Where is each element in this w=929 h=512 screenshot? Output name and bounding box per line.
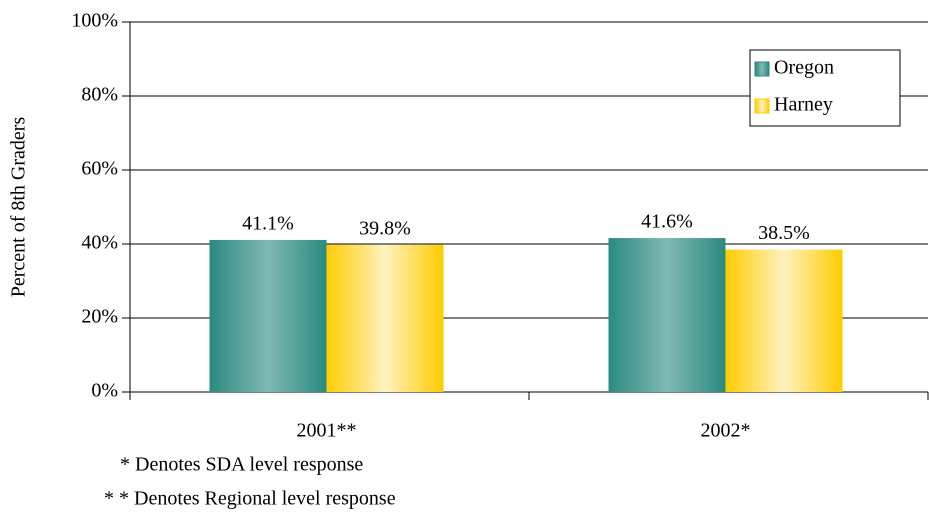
legend-label: Oregon xyxy=(774,57,834,79)
legend-box xyxy=(749,49,901,127)
y-tick-label: 60% xyxy=(81,158,118,180)
y-tick-label: 80% xyxy=(81,84,118,106)
y-tick-label: 100% xyxy=(71,10,118,32)
x-tick-label: 2001** xyxy=(297,420,357,442)
value-label: 41.6% xyxy=(641,211,693,233)
y-tick-label: 40% xyxy=(81,232,118,254)
legend-swatch xyxy=(754,98,770,114)
bar xyxy=(326,244,444,392)
legend-swatch xyxy=(754,61,770,77)
legend-label: Harney xyxy=(774,94,833,116)
footnote: * * Denotes Regional level response xyxy=(104,488,396,510)
bar xyxy=(209,239,327,392)
value-label: 38.5% xyxy=(758,222,810,244)
value-label: 41.1% xyxy=(242,213,294,235)
y-tick-label: 0% xyxy=(91,380,118,402)
bar xyxy=(725,249,843,392)
y-tick-label: 20% xyxy=(81,306,118,328)
x-tick-label: 2002* xyxy=(701,420,751,442)
value-label: 39.8% xyxy=(359,217,411,239)
footnote: * Denotes SDA level response xyxy=(120,454,363,476)
y-axis-title: Percent of 8th Graders xyxy=(8,117,30,298)
bar xyxy=(608,238,726,392)
